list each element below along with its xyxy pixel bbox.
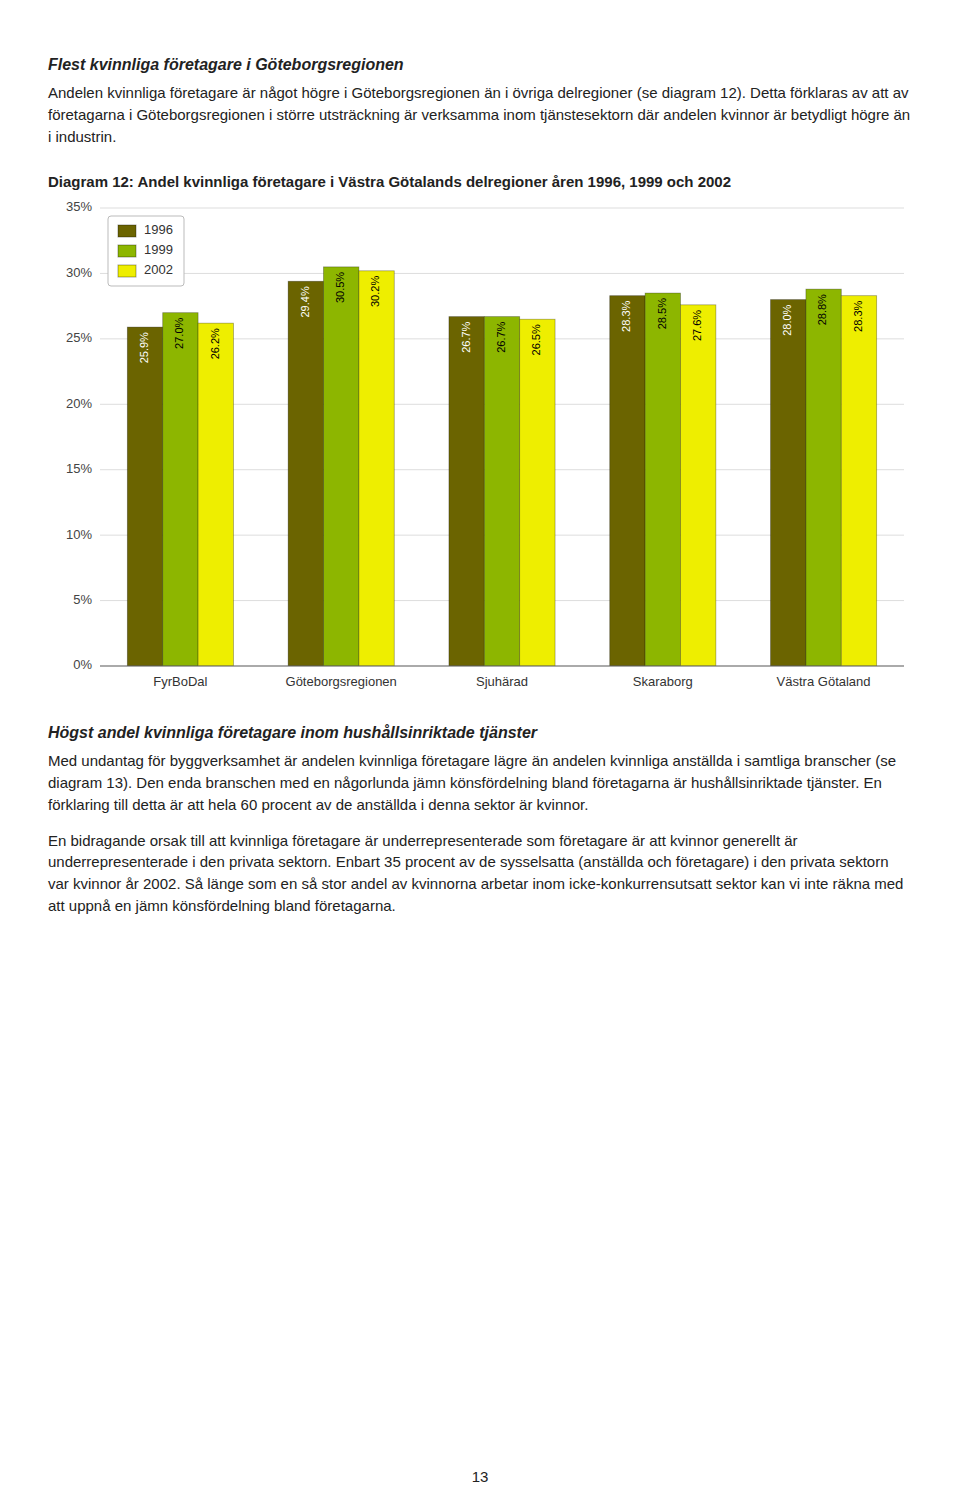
data-label: 28.8% [817, 294, 829, 325]
y-tick-label: 20% [66, 396, 92, 411]
bar [520, 319, 555, 666]
y-tick-label: 30% [66, 265, 92, 280]
bar [610, 296, 645, 666]
data-label: 27.0% [173, 318, 185, 349]
x-tick-label: Göteborgsregionen [286, 674, 397, 689]
x-axis-line [100, 666, 904, 667]
y-tick-label: 35% [66, 200, 92, 215]
bar [198, 323, 233, 666]
bar [484, 317, 519, 666]
bar [163, 313, 198, 666]
bar [127, 327, 162, 666]
data-label: 30.5% [334, 272, 346, 303]
x-tick-label: FyrBoDal [153, 674, 207, 689]
y-tick-label: 5% [73, 592, 92, 607]
legend-swatch [118, 225, 136, 237]
page-number: 13 [0, 1468, 960, 1485]
data-label: 26.7% [460, 322, 472, 353]
bar [288, 282, 323, 667]
bar [645, 293, 680, 666]
data-label: 28.3% [852, 301, 864, 332]
bar [324, 267, 359, 666]
legend-swatch [118, 245, 136, 257]
x-tick-label: Skaraborg [633, 674, 693, 689]
paragraph: En bidragande orsak till att kvinnliga f… [48, 830, 912, 917]
heading: Högst andel kvinnliga företagare inom hu… [48, 724, 912, 742]
data-label: 26.7% [495, 322, 507, 353]
grid-line [100, 208, 904, 209]
legend-label: 1996 [144, 223, 173, 238]
bar [449, 317, 484, 666]
bar [771, 300, 806, 666]
paragraph: Med undantag för byggverksamhet är andel… [48, 750, 912, 815]
data-label: 30.2% [369, 276, 381, 307]
data-label: 26.5% [530, 324, 542, 355]
bar [806, 289, 841, 666]
x-tick-label: Sjuhärad [476, 674, 528, 689]
paragraph: Andelen kvinnliga företagare är något hö… [48, 82, 912, 147]
grid [100, 208, 904, 666]
legend-swatch [118, 265, 136, 277]
data-labels: 25.9% 29.4% 26.7% 28.3% 28.0% 27.0% 30.5% 26.7%… [138, 272, 864, 364]
legend-label: 2002 [144, 263, 173, 278]
grid-line [100, 273, 904, 274]
y-tick-label: 15% [66, 461, 92, 476]
page: Flest kvinnliga företagare i Göteborgsre… [48, 56, 912, 931]
x-tick-label: Västra Götaland [777, 674, 871, 689]
data-label: 27.6% [691, 310, 703, 341]
bars [127, 267, 876, 666]
data-label: 28.5% [656, 298, 668, 329]
bar [841, 296, 876, 666]
data-label: 29.4% [299, 286, 311, 317]
data-label: 28.3% [620, 301, 632, 332]
heading: Flest kvinnliga företagare i Göteborgsre… [48, 56, 912, 74]
data-label: 25.9% [138, 332, 150, 363]
legend: 1996 1999 2002 [108, 216, 184, 286]
bar [359, 271, 394, 666]
legend-box [108, 216, 184, 286]
y-tick-label: 25% [66, 331, 92, 346]
bar [680, 305, 715, 666]
chart: 0% 5% 10% 15% 20% 25% 30% 35% 25.9% 29.4% 26.7% 28.… [48, 196, 912, 706]
data-label: 26.2% [209, 328, 221, 359]
y-tick-label: 10% [66, 527, 92, 542]
legend-label: 1999 [144, 243, 173, 258]
text-below: Högst andel kvinnliga företagare inom hu… [48, 724, 912, 916]
y-tick-label: 0% [73, 658, 92, 673]
data-label: 28.0% [781, 305, 793, 336]
grid-line [100, 666, 904, 667]
chart-title: Diagram 12: Andel kvinnliga företagare i… [48, 173, 912, 190]
